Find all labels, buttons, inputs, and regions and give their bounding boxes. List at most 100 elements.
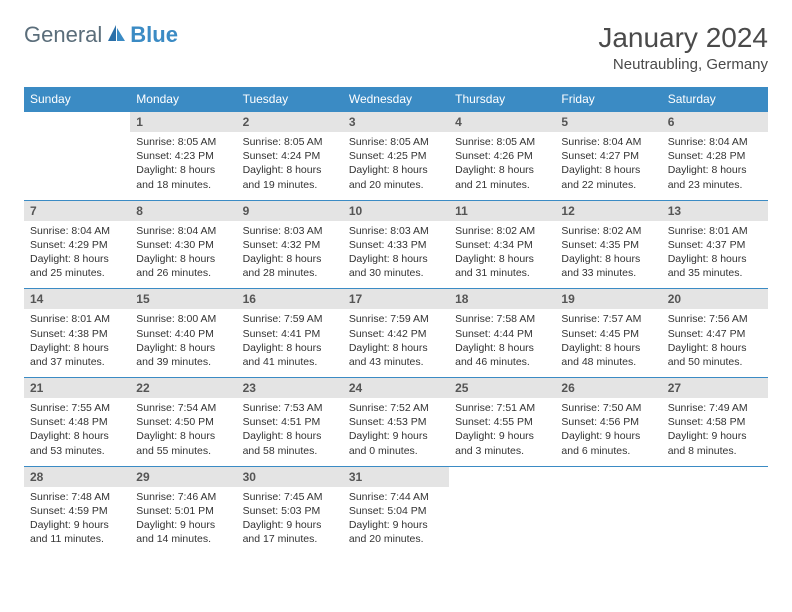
daylight-line: Daylight: 8 hours and 35 minutes. (668, 253, 747, 279)
daylight-line: Daylight: 8 hours and 58 minutes. (243, 430, 322, 456)
daylight-line: Daylight: 9 hours and 11 minutes. (30, 519, 109, 545)
daylight-line: Daylight: 9 hours and 8 minutes. (668, 430, 747, 456)
day-cell: 31Sunrise: 7:44 AMSunset: 5:04 PMDayligh… (343, 466, 449, 554)
day-number: 29 (130, 467, 236, 487)
day-info: Sunrise: 8:05 AMSunset: 4:24 PMDaylight:… (243, 135, 337, 192)
sunset-line: Sunset: 4:24 PM (243, 150, 321, 162)
day-info: Sunrise: 7:51 AMSunset: 4:55 PMDaylight:… (455, 401, 549, 458)
sunrise-line: Sunrise: 8:05 AM (349, 136, 429, 148)
day-number: 31 (343, 467, 449, 487)
day-number: 15 (130, 289, 236, 309)
day-cell: 20Sunrise: 7:56 AMSunset: 4:47 PMDayligh… (662, 289, 768, 378)
sunset-line: Sunset: 4:35 PM (561, 239, 639, 251)
daylight-line: Daylight: 9 hours and 14 minutes. (136, 519, 215, 545)
day-cell: 16Sunrise: 7:59 AMSunset: 4:41 PMDayligh… (237, 289, 343, 378)
day-info: Sunrise: 7:59 AMSunset: 4:41 PMDaylight:… (243, 312, 337, 369)
day-cell: 11Sunrise: 8:02 AMSunset: 4:34 PMDayligh… (449, 200, 555, 289)
day-cell: 6Sunrise: 8:04 AMSunset: 4:28 PMDaylight… (662, 112, 768, 201)
sunrise-line: Sunrise: 7:45 AM (243, 491, 323, 503)
sunset-line: Sunset: 4:48 PM (30, 416, 108, 428)
day-cell: 3Sunrise: 8:05 AMSunset: 4:25 PMDaylight… (343, 112, 449, 201)
sunrise-line: Sunrise: 8:02 AM (455, 225, 535, 237)
sunrise-line: Sunrise: 8:05 AM (136, 136, 216, 148)
sunrise-line: Sunrise: 8:03 AM (243, 225, 323, 237)
day-info: Sunrise: 8:03 AMSunset: 4:32 PMDaylight:… (243, 224, 337, 281)
day-number: 17 (343, 289, 449, 309)
sunset-line: Sunset: 4:30 PM (136, 239, 214, 251)
sunset-line: Sunset: 4:42 PM (349, 328, 427, 340)
day-number: 7 (24, 201, 130, 221)
day-info: Sunrise: 7:50 AMSunset: 4:56 PMDaylight:… (561, 401, 655, 458)
day-header: Wednesday (343, 87, 449, 112)
daylight-line: Daylight: 8 hours and 55 minutes. (136, 430, 215, 456)
day-cell: 18 Sunrise: 7:58 AMSunset: 4:44 PMDayligh… (449, 289, 555, 378)
day-info: Sunrise: 7:52 AMSunset: 4:53 PMDaylight:… (349, 401, 443, 458)
sunset-line: Sunset: 4:38 PM (30, 328, 108, 340)
month-title: January 2024 (598, 22, 768, 54)
day-number: 25 (449, 378, 555, 398)
day-number: 8 (130, 201, 236, 221)
day-number: 9 (237, 201, 343, 221)
day-cell: 24 Sunrise: 7:52 AMSunset: 4:53 PMDayligh… (343, 378, 449, 467)
day-cell: 17 Sunrise: 7:59 AMSunset: 4:42 PMDayligh… (343, 289, 449, 378)
logo: General Blue (24, 22, 178, 48)
sunset-line: Sunset: 4:47 PM (668, 328, 746, 340)
day-cell: 26 Sunrise: 7:50 AMSunset: 4:56 PMDayligh… (555, 378, 661, 467)
day-header-row: Sunday Monday Tuesday Wednesday Thursday… (24, 87, 768, 112)
day-cell: 21Sunrise: 7:55 AMSunset: 4:48 PMDayligh… (24, 378, 130, 467)
day-number: 13 (662, 201, 768, 221)
day-number: 19 (555, 289, 661, 309)
day-cell: 28Sunrise: 7:48 AMSunset: 4:59 PMDayligh… (24, 466, 130, 554)
daylight-line: Daylight: 8 hours and 20 minutes. (349, 164, 428, 190)
day-info: Sunrise: 8:01 AMSunset: 4:37 PMDaylight:… (668, 224, 762, 281)
day-cell: 2Sunrise: 8:05 AMSunset: 4:24 PMDaylight… (237, 112, 343, 201)
daylight-line: Daylight: 8 hours and 41 minutes. (243, 342, 322, 368)
week-row: 1Sunrise: 8:05 AMSunset: 4:23 PMDaylight… (24, 112, 768, 201)
sunset-line: Sunset: 4:28 PM (668, 150, 746, 162)
sunrise-line: Sunrise: 8:04 AM (30, 225, 110, 237)
day-number: 18 (449, 289, 555, 309)
daylight-line: Daylight: 9 hours and 20 minutes. (349, 519, 428, 545)
day-info: Sunrise: 7:54 AMSunset: 4:50 PMDaylight:… (136, 401, 230, 458)
daylight-line: Daylight: 8 hours and 28 minutes. (243, 253, 322, 279)
day-header: Thursday (449, 87, 555, 112)
sunset-line: Sunset: 4:44 PM (455, 328, 533, 340)
day-cell: 5Sunrise: 8:04 AMSunset: 4:27 PMDaylight… (555, 112, 661, 201)
day-cell: 7Sunrise: 8:04 AMSunset: 4:29 PMDaylight… (24, 200, 130, 289)
sunset-line: Sunset: 4:45 PM (561, 328, 639, 340)
logo-sail-icon (106, 23, 126, 48)
day-info: Sunrise: 7:48 AMSunset: 4:59 PMDaylight:… (30, 490, 124, 547)
sunset-line: Sunset: 4:25 PM (349, 150, 427, 162)
day-cell: 25 Sunrise: 7:51 AMSunset: 4:55 PMDayligh… (449, 378, 555, 467)
sunrise-line: Sunrise: 7:54 AM (136, 402, 216, 414)
sunrise-line: Sunrise: 8:02 AM (561, 225, 641, 237)
sunrise-line: Sunrise: 7:53 AM (243, 402, 323, 414)
sunrise-line: Sunrise: 7:50 AM (561, 402, 641, 414)
daylight-line: Daylight: 8 hours and 21 minutes. (455, 164, 534, 190)
sunset-line: Sunset: 4:41 PM (243, 328, 321, 340)
day-cell: 22 Sunrise: 7:54 AMSunset: 4:50 PMDayligh… (130, 378, 236, 467)
sunrise-line: Sunrise: 8:04 AM (668, 136, 748, 148)
daylight-line: Daylight: 8 hours and 53 minutes. (30, 430, 109, 456)
day-number: 26 (555, 378, 661, 398)
day-cell: 12Sunrise: 8:02 AMSunset: 4:35 PMDayligh… (555, 200, 661, 289)
sunset-line: Sunset: 4:59 PM (30, 505, 108, 517)
day-cell: 19Sunrise: 7:57 AMSunset: 4:45 PMDayligh… (555, 289, 661, 378)
title-block: January 2024 Neutraubling, Germany (598, 22, 768, 73)
day-cell (662, 466, 768, 554)
day-info: Sunrise: 8:03 AMSunset: 4:33 PMDaylight:… (349, 224, 443, 281)
daylight-line: Daylight: 8 hours and 22 minutes. (561, 164, 640, 190)
day-info: Sunrise: 7:58 AMSunset: 4:44 PMDaylight:… (455, 312, 549, 369)
day-number: 24 (343, 378, 449, 398)
sunset-line: Sunset: 4:40 PM (136, 328, 214, 340)
day-number: 20 (662, 289, 768, 309)
day-number: 21 (24, 378, 130, 398)
daylight-line: Daylight: 9 hours and 0 minutes. (349, 430, 428, 456)
day-number: 22 (130, 378, 236, 398)
day-info: Sunrise: 8:00 AMSunset: 4:40 PMDaylight:… (136, 312, 230, 369)
daylight-line: Daylight: 8 hours and 31 minutes. (455, 253, 534, 279)
day-info: Sunrise: 7:59 AMSunset: 4:42 PMDaylight:… (349, 312, 443, 369)
day-number: 10 (343, 201, 449, 221)
sunrise-line: Sunrise: 8:05 AM (243, 136, 323, 148)
week-row: 21Sunrise: 7:55 AMSunset: 4:48 PMDayligh… (24, 378, 768, 467)
